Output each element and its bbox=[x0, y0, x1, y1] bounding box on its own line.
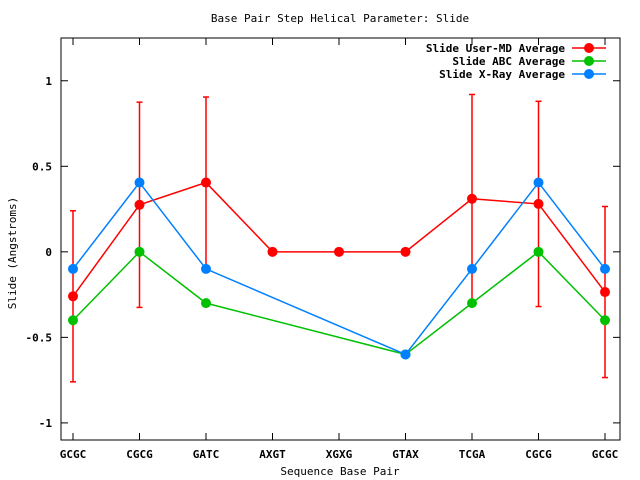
x-tick-label: GTAX bbox=[392, 448, 419, 461]
data-point bbox=[201, 298, 211, 309]
data-point bbox=[134, 177, 145, 188]
data-point bbox=[533, 246, 544, 257]
legend-swatch-marker bbox=[584, 69, 594, 79]
data-point bbox=[201, 263, 211, 274]
x-tick-label: XGXG bbox=[326, 448, 353, 461]
legend-swatch-marker bbox=[584, 56, 594, 66]
legend-label: Slide ABC Average bbox=[452, 55, 565, 68]
series-2 bbox=[68, 246, 610, 360]
x-axis-label: Sequence Base Pair bbox=[280, 465, 400, 478]
data-point bbox=[68, 315, 78, 326]
data-point bbox=[68, 291, 78, 302]
x-tick-label: GCGC bbox=[60, 448, 87, 461]
legend-label: Slide User-MD Average bbox=[426, 42, 565, 55]
data-point bbox=[134, 199, 145, 210]
x-tick-label: GCGC bbox=[592, 448, 619, 461]
y-axis-label: Slide (Angstroms) bbox=[6, 197, 19, 310]
data-point bbox=[267, 246, 278, 257]
y-tick-label: 0.5 bbox=[32, 160, 52, 173]
data-point bbox=[134, 246, 145, 257]
data-point bbox=[334, 246, 344, 257]
data-point bbox=[400, 246, 411, 257]
data-point bbox=[201, 177, 211, 188]
data-point bbox=[533, 177, 544, 188]
data-point bbox=[400, 349, 411, 360]
data-point bbox=[467, 298, 477, 309]
series-3 bbox=[68, 177, 610, 360]
chart-title: Base Pair Step Helical Parameter: Slide bbox=[211, 12, 469, 25]
x-tick-label: AXGT bbox=[259, 448, 286, 461]
data-point bbox=[467, 263, 477, 274]
x-tick-label: GATC bbox=[193, 448, 220, 461]
legend-swatch-marker bbox=[584, 43, 594, 53]
data-point bbox=[467, 193, 477, 204]
plot-area-frame bbox=[60, 37, 621, 441]
data-point bbox=[600, 315, 610, 326]
series-1 bbox=[68, 93, 610, 383]
data-point bbox=[533, 198, 544, 209]
series-line bbox=[72, 250, 606, 356]
y-tick-label: 1 bbox=[45, 75, 52, 88]
x-tick-label: CGCG bbox=[525, 448, 552, 461]
x-tick-label: CGCG bbox=[126, 448, 153, 461]
legend-label: Slide X-Ray Average bbox=[439, 68, 565, 81]
series-line bbox=[72, 181, 606, 356]
y-tick-label: -1 bbox=[39, 417, 53, 430]
y-tick-label: -0.5 bbox=[26, 331, 53, 344]
data-point bbox=[68, 263, 78, 274]
y-tick-label: 0 bbox=[45, 246, 52, 259]
x-tick-label: TCGA bbox=[459, 448, 486, 461]
data-point bbox=[600, 287, 610, 298]
data-point bbox=[600, 263, 610, 274]
